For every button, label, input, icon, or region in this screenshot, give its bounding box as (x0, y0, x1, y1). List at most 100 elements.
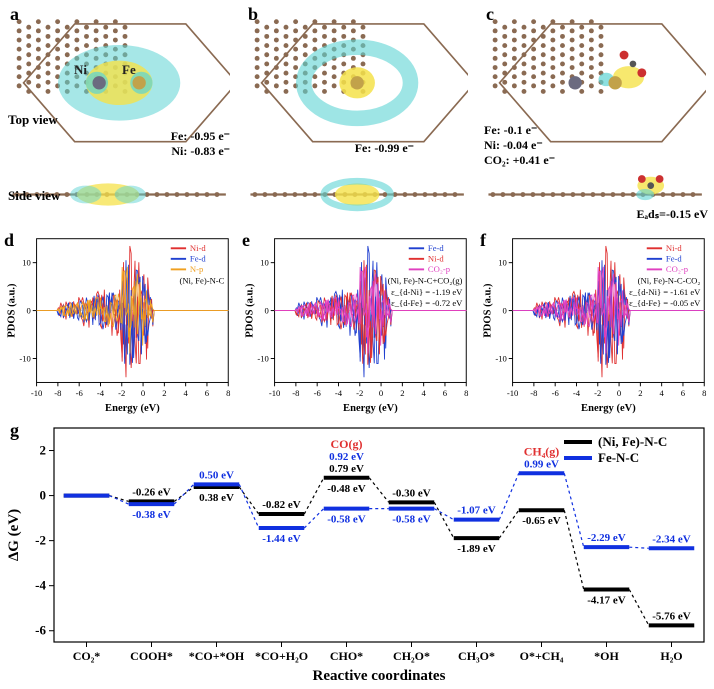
svg-text:6: 6 (681, 388, 686, 398)
svg-text:10: 10 (260, 258, 269, 268)
svg-text:PDOS (a.u.): PDOS (a.u.) (245, 283, 256, 338)
svg-text:-0.58 eV: -0.58 eV (392, 514, 431, 526)
svg-text:ε_{d-Fe} = -0.72 eV: ε_{d-Fe} = -0.72 eV (391, 298, 463, 308)
panel-c: c Fe: -0.1 e⁻ Ni: -0.04 e⁻ CO₂: +0.41 e⁻… (476, 0, 714, 230)
svg-text:-0.26 eV: -0.26 eV (132, 486, 171, 498)
svg-text:-8: -8 (54, 388, 61, 398)
panel-e: e -10-8-6-4-202468-10010Energy (eV)PDOS … (238, 230, 476, 418)
svg-text:N-p: N-p (190, 264, 203, 274)
svg-text:-0.48 eV: -0.48 eV (327, 483, 366, 495)
svg-text:-2.29 eV: -2.29 eV (587, 532, 626, 544)
charge-fe-a: Fe: -0.95 e⁻ (171, 129, 230, 144)
svg-text:8: 8 (702, 388, 706, 398)
svg-text:10: 10 (22, 258, 31, 268)
svg-text:ε_{d-Fe} = -0.05 eV: ε_{d-Fe} = -0.05 eV (629, 298, 701, 308)
svg-text:H₂O: H₂O (660, 649, 682, 663)
svg-text:Fe-d: Fe-d (428, 243, 444, 253)
svg-text:CH₃O*: CH₃O* (458, 649, 495, 663)
panel-d-label: d (4, 230, 14, 251)
svg-text:-1.07 eV: -1.07 eV (457, 505, 496, 517)
svg-text:4: 4 (660, 388, 665, 398)
svg-text:PDOS (a.u.): PDOS (a.u.) (7, 283, 18, 338)
svg-text:-4: -4 (97, 388, 105, 398)
svg-text:-0.38 eV: -0.38 eV (132, 509, 171, 521)
svg-text:Reactive coordinates: Reactive coordinates (313, 668, 446, 684)
svg-text:-6: -6 (76, 388, 84, 398)
svg-text:ε_{d-Ni} = -1.19 eV: ε_{d-Ni} = -1.19 eV (391, 287, 463, 297)
panel-a: a Ni Fe Top view Fe: -0.95 e⁻ Ni: -0.83 … (0, 0, 238, 230)
svg-text:CHO*: CHO* (330, 649, 363, 663)
svg-text:ε_{d-Ni} = -1.61 eV: ε_{d-Ni} = -1.61 eV (629, 287, 701, 297)
svg-text:Fe-N-C: Fe-N-C (598, 450, 639, 465)
panel-c-label: c (486, 4, 494, 25)
svg-text:Fe-d: Fe-d (666, 254, 682, 264)
svg-text:-2.34 eV: -2.34 eV (652, 533, 691, 545)
panel-d: d -10-8-6-4-202468-10010Energy (eV)PDOS … (0, 230, 238, 418)
svg-text:*OH: *OH (594, 649, 619, 663)
charge-ni-c: Ni: -0.04 e⁻ (484, 138, 555, 153)
charge-co2-c: CO₂: +0.41 e⁻ (484, 153, 555, 168)
svg-text:-1.44 eV: -1.44 eV (262, 533, 301, 545)
svg-text:-10: -10 (507, 388, 518, 398)
figure: a Ni Fe Top view Fe: -0.95 e⁻ Ni: -0.83 … (0, 0, 714, 684)
graphene-side-b (246, 159, 468, 226)
svg-text:-6: -6 (35, 623, 46, 638)
svg-text:2: 2 (400, 388, 404, 398)
svg-text:0: 0 (617, 388, 621, 398)
svg-text:-0.65 eV: -0.65 eV (522, 515, 561, 527)
panel-b-charges: Fe: -0.99 e⁻ (355, 141, 414, 156)
svg-text:0.79 eV: 0.79 eV (329, 463, 364, 475)
svg-text:CH₂O*: CH₂O* (393, 649, 430, 663)
svg-text:-0.30 eV: -0.30 eV (392, 487, 431, 499)
side-view-label: Side view (8, 188, 60, 204)
panel-b-side-view: Fe: -0.99 e⁻ (240, 159, 474, 226)
svg-text:2: 2 (638, 388, 642, 398)
svg-text:-8: -8 (530, 388, 537, 398)
svg-text:(Ni, Fe)-N-C: (Ni, Fe)-N-C (598, 434, 667, 449)
svg-text:-0.58 eV: -0.58 eV (327, 514, 366, 526)
panel-b-label: b (248, 4, 258, 25)
svg-text:0.92 eV: 0.92 eV (329, 451, 364, 463)
free-energy-chart: -6-4-202ΔG (eV)CO₂*COOH**CO+*OH*CO+H₂OCH… (0, 418, 714, 684)
svg-text:Fe-d: Fe-d (190, 254, 206, 264)
svg-text:Energy (eV): Energy (eV) (105, 403, 160, 414)
svg-text:0: 0 (40, 488, 47, 503)
svg-text:0: 0 (379, 388, 383, 398)
svg-text:0.38 eV: 0.38 eV (199, 492, 234, 504)
svg-text:-6: -6 (552, 388, 560, 398)
svg-text:(Ni, Fe)-N-C-CO₂: (Ni, Fe)-N-C-CO₂ (638, 276, 701, 286)
svg-text:8: 8 (464, 388, 468, 398)
svg-text:2: 2 (40, 443, 47, 458)
svg-text:-10: -10 (257, 353, 268, 363)
top-view-label: Top view (8, 112, 58, 128)
svg-text:PDOS (a.u.): PDOS (a.u.) (483, 283, 494, 338)
svg-text:Ni-d: Ni-d (666, 243, 682, 253)
panel-c-charges: Fe: -0.1 e⁻ Ni: -0.04 e⁻ CO₂: +0.41 e⁻ (484, 123, 555, 168)
charge-fe-c: Fe: -0.1 e⁻ (484, 123, 555, 138)
svg-text:-8: -8 (292, 388, 299, 398)
svg-text:-2: -2 (356, 388, 363, 398)
svg-text:-6: -6 (314, 388, 322, 398)
svg-text:-0.82 eV: -0.82 eV (262, 499, 301, 511)
svg-text:10: 10 (498, 258, 507, 268)
svg-text:0: 0 (141, 388, 145, 398)
panel-g: g -6-4-202ΔG (eV)CO₂*COOH**CO+*OH*CO+H₂O… (0, 418, 714, 684)
svg-text:6: 6 (205, 388, 210, 398)
eads-c: Eₐdₛ=-0.15 eV (637, 207, 708, 222)
panel-e-label: e (242, 230, 250, 251)
svg-text:-2: -2 (118, 388, 125, 398)
panel-a-charges: Fe: -0.95 e⁻ Ni: -0.83 e⁻ (171, 129, 230, 159)
svg-text:-4.17 eV: -4.17 eV (587, 595, 626, 607)
svg-text:4: 4 (422, 388, 427, 398)
svg-text:(Ni, Fe)-N-C+CO₂(g): (Ni, Fe)-N-C+CO₂(g) (388, 276, 463, 286)
svg-text:0: 0 (265, 305, 269, 315)
svg-text:-10: -10 (19, 353, 30, 363)
svg-text:8: 8 (226, 388, 230, 398)
svg-text:-2: -2 (35, 533, 46, 548)
svg-text:-4: -4 (35, 578, 46, 593)
svg-text:0.50 eV: 0.50 eV (199, 469, 234, 481)
row-pdos: d -10 -8 -6 -4 -2 0 2 4 6 8 -10 0 10 Energy (eV) PDOS … (0, 230, 714, 418)
pdos-chart-e: -10-8-6-4-202468-10010Energy (eV)PDOS (a… (242, 230, 472, 418)
svg-text:*CO+*OH: *CO+*OH (189, 649, 245, 663)
svg-text:0.99 eV: 0.99 eV (524, 458, 559, 470)
